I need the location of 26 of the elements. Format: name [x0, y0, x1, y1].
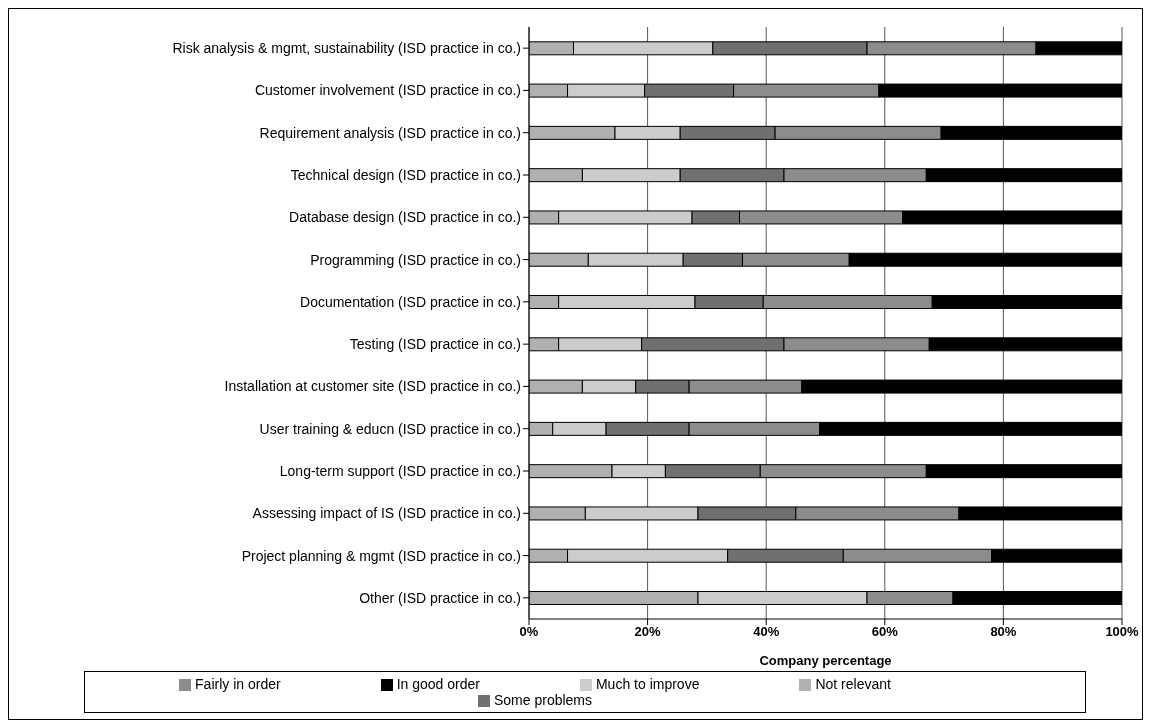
y-tick-label: Project planning & mgmt (ISD practice in co.) [241, 547, 521, 564]
y-tick-label: Customer involvement (ISD practice in co.) [254, 82, 521, 99]
y-tick-label: Risk analysis & mgmt, sustainability (ISD practice in co.) [172, 40, 521, 57]
y-tick-label: Testing (ISD practice in co.) [349, 336, 521, 353]
x-tick-label: 100% [1105, 624, 1140, 640]
y-tick-label: Programming (ISD practice in co.) [310, 251, 521, 268]
y-tick-label: Documentation (ISD practice in co.) [300, 293, 521, 310]
y-tick-label: Other (ISD practice in co.) [359, 589, 521, 606]
y-tick-label: Database design (ISD practice in co.) [289, 209, 521, 226]
y-tick-label: User training & educn (ISD practice in co.) [259, 420, 521, 437]
legend-label: Much to improve [595, 676, 700, 692]
legend-label: Some problems [493, 692, 593, 708]
x-tick-label: 0% [519, 624, 539, 640]
y-tick-label: Installation at customer site (ISD practice in co.) [224, 378, 521, 395]
y-tick-label: Requirement analysis (ISD practice in co.) [259, 124, 521, 141]
y-tick-label: Long-term support (ISD practice in co.) [279, 462, 521, 479]
x-tick-label: 60% [871, 624, 899, 640]
x-axis-title: Company percentage [759, 653, 892, 668]
legend-label: Fairly in order [195, 676, 281, 692]
y-tick-label: Assessing impact of IS (ISD practice in co.) [252, 505, 521, 522]
legend-label: Not relevant [815, 676, 891, 692]
x-tick-label: 40% [753, 624, 780, 640]
x-tick-label: 20% [634, 624, 662, 640]
x-tick-label: 80% [990, 624, 1017, 640]
legend-label: In good order [396, 676, 480, 692]
y-tick-label: Technical design (ISD practice in co.) [290, 166, 521, 183]
